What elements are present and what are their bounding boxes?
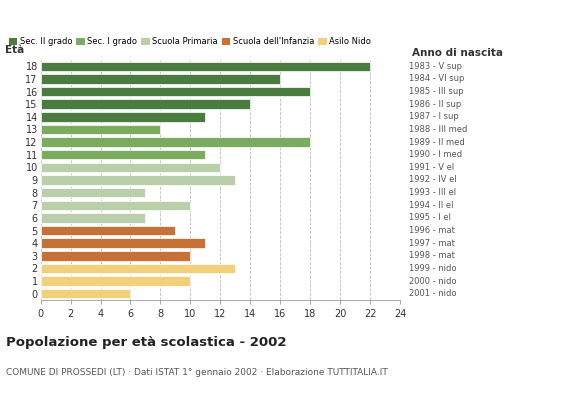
- Text: 1991 - V el: 1991 - V el: [409, 163, 455, 172]
- Bar: [41, 238, 205, 248]
- Bar: [41, 125, 161, 134]
- Bar: [41, 213, 146, 223]
- Text: 1999 - nido: 1999 - nido: [409, 264, 457, 273]
- Bar: [41, 150, 205, 160]
- Legend: Sec. II grado, Sec. I grado, Scuola Primaria, Scuola dell'Infanzia, Asilo Nido: Sec. II grado, Sec. I grado, Scuola Prim…: [9, 37, 371, 46]
- Text: Popolazione per età scolastica - 2002: Popolazione per età scolastica - 2002: [6, 336, 287, 349]
- Text: 1998 - mat: 1998 - mat: [409, 251, 455, 260]
- Bar: [41, 137, 310, 147]
- Text: 1997 - mat: 1997 - mat: [409, 239, 455, 248]
- Bar: [41, 264, 235, 273]
- Text: 1992 - IV el: 1992 - IV el: [409, 176, 457, 184]
- Bar: [41, 175, 235, 185]
- Text: 2001 - nido: 2001 - nido: [409, 289, 457, 298]
- Text: 2000 - nido: 2000 - nido: [409, 276, 457, 286]
- Bar: [41, 112, 205, 122]
- Bar: [41, 276, 190, 286]
- Text: 1987 - I sup: 1987 - I sup: [409, 112, 459, 121]
- Text: 1986 - II sup: 1986 - II sup: [409, 100, 462, 109]
- Text: 1985 - III sup: 1985 - III sup: [409, 87, 464, 96]
- Bar: [41, 62, 370, 71]
- Text: Anno di nascita: Anno di nascita: [412, 48, 503, 58]
- Text: 1988 - III med: 1988 - III med: [409, 125, 467, 134]
- Bar: [41, 226, 175, 235]
- Bar: [41, 200, 190, 210]
- Bar: [41, 163, 220, 172]
- Text: 1993 - III el: 1993 - III el: [409, 188, 456, 197]
- Bar: [41, 188, 146, 197]
- Bar: [41, 87, 310, 96]
- Text: 1994 - II el: 1994 - II el: [409, 201, 454, 210]
- Text: COMUNE DI PROSSEDI (LT) · Dati ISTAT 1° gennaio 2002 · Elaborazione TUTTITALIA.I: COMUNE DI PROSSEDI (LT) · Dati ISTAT 1° …: [6, 368, 387, 377]
- Text: 1995 - I el: 1995 - I el: [409, 213, 451, 222]
- Text: 1996 - mat: 1996 - mat: [409, 226, 455, 235]
- Text: 1984 - VI sup: 1984 - VI sup: [409, 74, 465, 84]
- Bar: [41, 100, 251, 109]
- Text: Età: Età: [5, 45, 24, 55]
- Bar: [41, 251, 190, 260]
- Bar: [41, 289, 130, 298]
- Text: 1990 - I med: 1990 - I med: [409, 150, 462, 159]
- Text: 1983 - V sup: 1983 - V sup: [409, 62, 462, 71]
- Text: 1989 - II med: 1989 - II med: [409, 138, 465, 147]
- Bar: [41, 74, 280, 84]
